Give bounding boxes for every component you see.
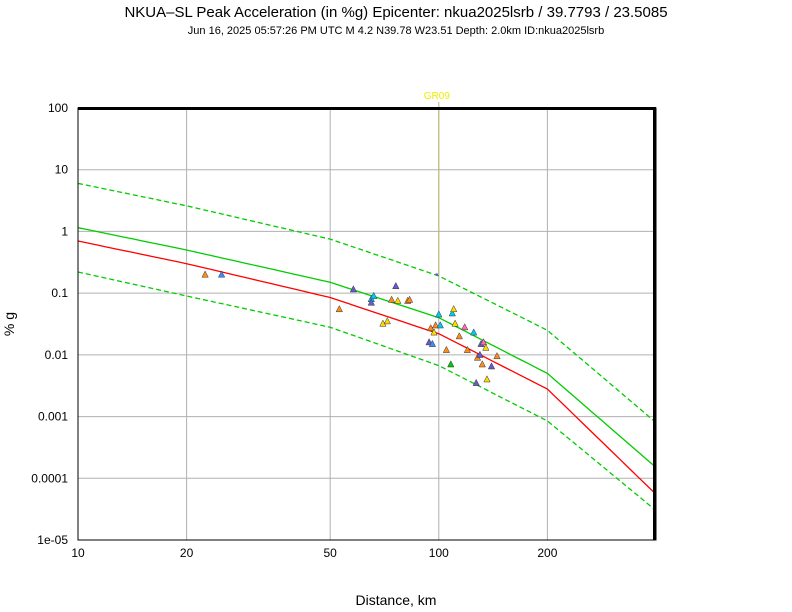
y-tick-label: 1e-05 <box>37 533 68 547</box>
data-point-triangle <box>493 352 501 360</box>
y-tick-label: 0.01 <box>45 348 69 362</box>
data-point-triangle <box>370 291 378 299</box>
data-point-triangle <box>383 317 391 325</box>
data-points-group <box>201 270 501 386</box>
bound-curve <box>78 182 656 424</box>
x-tick-label: 20 <box>180 546 194 560</box>
data-point-triangle <box>436 321 444 329</box>
data-point-triangle <box>335 305 343 313</box>
data-point-triangle <box>405 295 414 303</box>
data-point-triangle <box>435 310 443 318</box>
data-point-triangle <box>431 321 440 329</box>
curve-group <box>78 182 656 512</box>
prediction-curve <box>78 240 656 495</box>
station-marker-dot <box>435 273 439 276</box>
data-point-triangle <box>349 285 358 293</box>
y-tick-label: 0.001 <box>38 410 68 424</box>
data-point-triangle <box>448 309 456 317</box>
plot-frame-thick-top <box>78 107 656 110</box>
data-point-triangle <box>428 339 437 347</box>
grid-lines <box>77 107 656 541</box>
x-tick-label: 200 <box>537 546 557 560</box>
y-tick-label: 100 <box>48 101 68 115</box>
data-point-triangle <box>478 360 486 368</box>
chart-subtitle: Jun 16, 2025 05:57:26 PM UTC M 4.2 N39.7… <box>187 25 605 37</box>
data-point-triangle <box>201 270 209 278</box>
data-point-triangle <box>387 295 396 303</box>
bound-curve <box>78 271 656 512</box>
y-tick-label: 1 <box>61 224 68 238</box>
tick-label-group: 10 20 50 100 200 100 10 1 0.1 0.01 0.001 0.0001 1e-0… <box>31 101 557 560</box>
x-axis-label: Distance, km <box>356 592 437 608</box>
x-tick-label: 100 <box>429 546 449 560</box>
data-point-triangle <box>455 332 463 340</box>
station-marker-label: GR09 <box>424 91 451 102</box>
prediction-curve <box>78 227 656 468</box>
y-tick-label: 0.1 <box>51 286 68 300</box>
data-point-triangle <box>479 338 488 346</box>
data-point-triangle <box>394 296 402 304</box>
data-point-triangle <box>450 305 458 313</box>
data-point-triangle <box>367 298 375 306</box>
data-point-triangle <box>461 323 469 331</box>
x-tick-label: 10 <box>71 546 85 560</box>
data-point-triangle <box>472 378 480 386</box>
data-point-triangle <box>392 281 400 289</box>
data-point-triangle <box>483 375 491 383</box>
plot-frame <box>77 107 657 541</box>
station-marker-group: GR09 <box>424 91 451 276</box>
plot-frame-thick-right <box>653 108 656 540</box>
data-point-triangle <box>442 345 451 353</box>
data-point-triangle <box>451 319 459 327</box>
y-tick-label: 0.0001 <box>31 471 68 485</box>
y-tick-label: 10 <box>55 163 69 177</box>
data-point-triangle <box>217 270 226 278</box>
data-point-triangle <box>487 362 496 370</box>
data-point-triangle <box>430 328 438 336</box>
data-point-triangle <box>470 328 478 336</box>
data-point-triangle <box>476 350 484 358</box>
y-axis-label: % g <box>1 312 17 336</box>
data-point-triangle <box>447 360 455 368</box>
data-point-triangle <box>482 343 490 351</box>
chart-title: NKUA–SL Peak Acceleration (in %g) Epicen… <box>124 4 668 21</box>
data-point-triangle <box>463 345 472 353</box>
x-tick-label: 50 <box>323 546 337 560</box>
